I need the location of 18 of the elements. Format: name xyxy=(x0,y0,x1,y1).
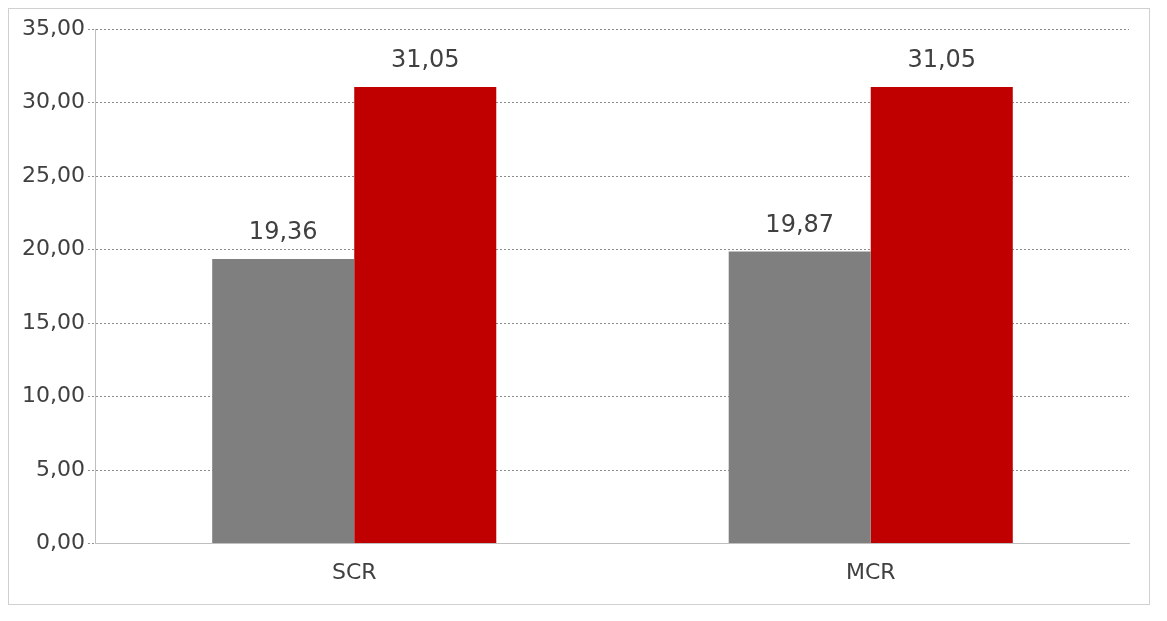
bar xyxy=(354,87,497,544)
bar xyxy=(870,87,1013,544)
y-tick-label: 35,00 xyxy=(22,14,85,40)
y-tick-label: 5,00 xyxy=(36,455,85,481)
data-label: 19,87 xyxy=(765,209,835,238)
bar xyxy=(728,251,871,544)
x-tick-label: MCR xyxy=(845,558,896,584)
y-tick-label: 30,00 xyxy=(22,88,85,114)
x-tick-label: SCR xyxy=(331,558,377,584)
y-tick-label: 0,00 xyxy=(36,529,85,555)
y-tick-label: 25,00 xyxy=(22,161,85,187)
y-tick-label: 15,00 xyxy=(22,308,85,334)
data-label: 31,05 xyxy=(907,45,977,74)
bar xyxy=(212,258,355,544)
data-label: 31,05 xyxy=(390,45,460,74)
y-tick-label: 10,00 xyxy=(22,382,85,408)
y-tick-label: 20,00 xyxy=(22,235,85,261)
data-label: 19,36 xyxy=(248,217,318,246)
